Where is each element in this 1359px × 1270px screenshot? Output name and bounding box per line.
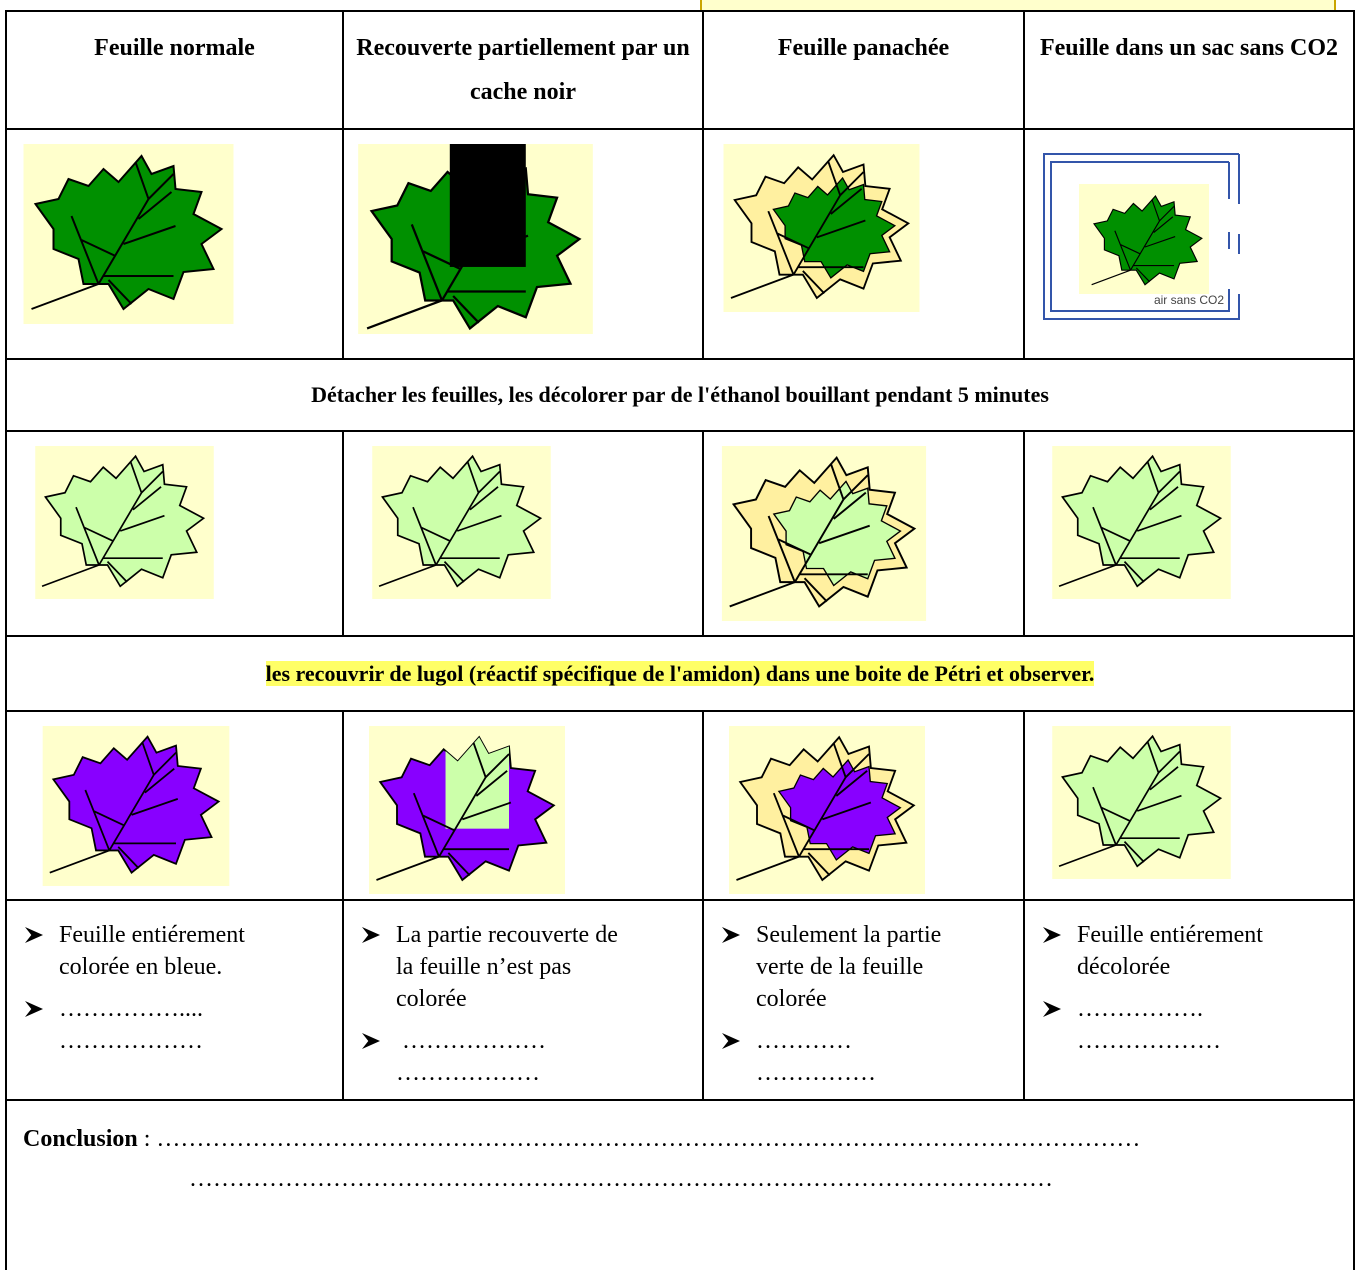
bullet-text: La partie recouverte de la feuille n’est … xyxy=(396,919,618,1015)
bullet-text: Seulement la partie verte de la feuille co… xyxy=(756,919,941,1015)
header: Feuille normale xyxy=(94,35,255,61)
bullet-item: ……………. ……………… xyxy=(1043,993,1353,1057)
leaf-variegated xyxy=(723,144,920,312)
header-cell: Feuille panachée xyxy=(702,10,1025,130)
image-cell xyxy=(1023,430,1355,637)
text-line: décolorée xyxy=(1077,954,1171,980)
observation-cell: Seulement la partie verte de la feuille co… xyxy=(702,899,1025,1101)
text-line: ……………… xyxy=(59,1028,203,1054)
text-line: ……………… xyxy=(396,1028,546,1054)
header-cell: Recouverte partiellement par un cache no… xyxy=(342,10,704,130)
text-line: Feuille entiérement xyxy=(1077,922,1263,948)
bullet-item: La partie recouverte de la feuille n’est … xyxy=(362,919,702,1015)
image-cell xyxy=(5,430,344,637)
observation-cell: Feuille entiérement décolorée ……………. ……………… xyxy=(1023,899,1355,1101)
header: Feuille dans un sac sans CO2 xyxy=(1039,35,1339,61)
text-line: Seulement la partie xyxy=(756,922,942,948)
image-cell: air sans CO2 xyxy=(1023,128,1355,360)
step-2: les recouvrir de lugol (réactif spécifiq… xyxy=(265,660,1095,686)
text-line: verte de la feuille xyxy=(756,954,924,980)
header-cell: Feuille normale xyxy=(5,10,344,130)
bullet-text: Feuille entiérement colorée en bleue. xyxy=(59,919,245,983)
image-cell xyxy=(702,128,1025,360)
text-line: Feuille entiérement xyxy=(59,922,245,948)
bullet-item: Seulement la partie verte de la feuille co… xyxy=(722,919,1023,1015)
text-line: La partie recouverte de xyxy=(396,922,618,948)
image-cell xyxy=(1023,710,1355,901)
observation-cell: La partie recouverte de la feuille n’est … xyxy=(342,899,704,1101)
text-line: colorée en bleue. xyxy=(59,954,223,980)
header-cell: Feuille dans un sac sans CO2 xyxy=(1023,10,1355,130)
text-line: …………….... xyxy=(59,996,203,1022)
image-cell xyxy=(342,128,704,360)
bullet-text: …………….... ……………… xyxy=(59,993,203,1057)
bullet-item: Feuille entiérement décolorée xyxy=(1043,919,1353,983)
leaf-bleached xyxy=(35,446,214,599)
bullet-text: ……………………… xyxy=(756,1025,876,1089)
image-cell xyxy=(342,430,704,637)
text-line: la feuille n’est pas xyxy=(396,954,572,980)
leaf-lugol xyxy=(729,726,925,894)
conclusion-cell: Conclusion : ………………………………………………………………………… xyxy=(5,1099,1355,1270)
leaf-lugol xyxy=(42,726,230,886)
leaf-bleached xyxy=(721,446,927,621)
observation-cell: Feuille entiérement colorée en bleue. …………… xyxy=(5,899,344,1101)
bullet-item: ……………… ……………… xyxy=(362,1025,702,1089)
bullet-text: ……………. ……………… xyxy=(1077,993,1221,1057)
step-cell: les recouvrir de lugol (réactif spécifiq… xyxy=(5,635,1355,712)
bag-label: air sans CO2 xyxy=(1154,293,1224,307)
text-line: ……………. xyxy=(1077,996,1203,1022)
bullet-arrow xyxy=(362,1033,380,1049)
bullet-arrow xyxy=(1043,927,1061,943)
leaf-bleached xyxy=(372,446,551,599)
bullet-item: Feuille entiérement colorée en bleue. xyxy=(25,919,342,983)
table: Feuille normale Recouverte partiellement… xyxy=(5,10,1355,1270)
step-1: Détacher les feuilles, les décolorer par… xyxy=(311,382,1049,407)
text-line: colorée xyxy=(396,986,467,1012)
header: Feuille panachée xyxy=(777,35,950,61)
text-line: …………… xyxy=(756,1060,876,1086)
image-cell xyxy=(702,710,1025,901)
conclusion-line: : ……………………………………………………………………………………………………… xyxy=(143,1126,1141,1152)
bullet-item: …………….... ……………… xyxy=(25,993,342,1057)
text-line: ……………… xyxy=(1077,1028,1221,1054)
image-cell xyxy=(5,128,344,360)
bullet-arrow xyxy=(1043,1001,1061,1017)
conclusion-line: ……………………………………………………………………………………………… xyxy=(189,1166,1053,1192)
leaf-lugol xyxy=(369,726,565,894)
text-line: colorée xyxy=(756,986,827,1012)
bullet-arrow xyxy=(362,927,380,943)
bullet-item: ……………………… xyxy=(722,1025,1023,1089)
image-cell xyxy=(5,710,344,901)
bullet-arrow xyxy=(722,1033,740,1049)
bullet-arrow xyxy=(25,927,43,943)
leaf-covered xyxy=(358,144,593,334)
step-cell: Détacher les feuilles, les décolorer par… xyxy=(5,358,1355,432)
bullet-text: Feuille entiérement décolorée xyxy=(1077,919,1263,983)
leaf-lugol xyxy=(1052,726,1231,879)
bullet-arrow xyxy=(25,1001,43,1017)
leaf-bag: air sans CO2 xyxy=(1043,153,1240,320)
image-cell xyxy=(702,430,1025,637)
text-line: ………… xyxy=(756,1028,852,1054)
leaf-normal xyxy=(23,144,234,324)
bullet-arrow xyxy=(722,927,740,943)
text-line: ……………… xyxy=(396,1060,540,1086)
header: Recouverte partiellement par un cache no… xyxy=(356,35,690,105)
conclusion-label: Conclusion xyxy=(23,1126,138,1152)
bullet-text: ……………… ……………… xyxy=(396,1025,546,1089)
leaf-bleached xyxy=(1052,446,1231,599)
image-cell xyxy=(342,710,704,901)
